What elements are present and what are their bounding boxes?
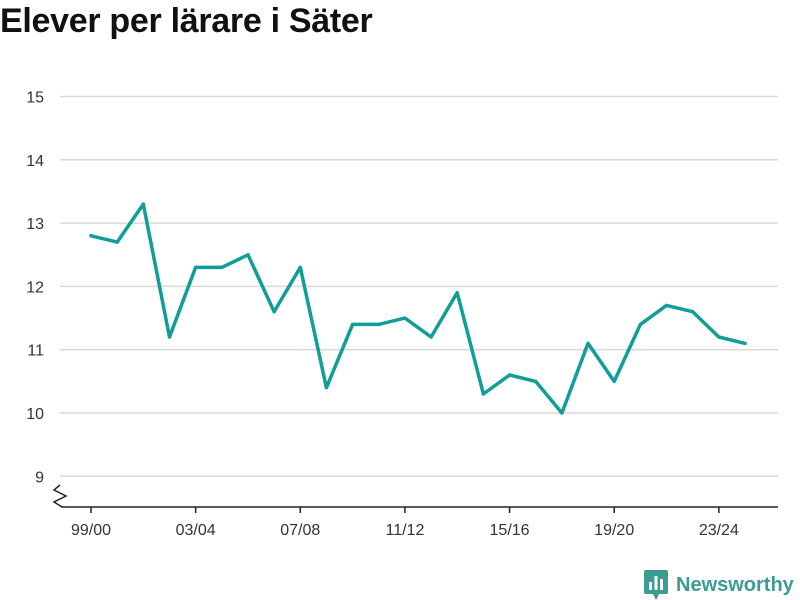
- data-point: [560, 411, 564, 415]
- data-point: [507, 373, 512, 377]
- y-tick-label: 12: [26, 279, 44, 296]
- data-point: [351, 322, 355, 326]
- y-tick-label: 9: [35, 469, 44, 486]
- data-point: [664, 303, 669, 307]
- data-point: [324, 386, 329, 390]
- data-point: [455, 291, 459, 295]
- data-point: [220, 265, 224, 270]
- chart-title: Elever per lärare i Säter: [0, 2, 373, 40]
- brand-name: Newsworthy: [676, 573, 794, 596]
- data-point: [429, 335, 433, 339]
- x-tick-label: 99/00: [71, 522, 111, 539]
- data-point: [246, 253, 250, 257]
- y-axis-tick-labels: 9 10 11 12 13 14 15: [26, 90, 44, 487]
- y-tick-label: 14: [26, 153, 44, 170]
- y-tick-label: 13: [26, 216, 44, 233]
- data-point: [115, 240, 119, 244]
- data-point: [586, 341, 590, 345]
- y-tick-label: 11: [27, 343, 44, 360]
- data-point: [272, 310, 276, 314]
- newsworthy-brand[interactable]: Newsworthy: [644, 570, 794, 600]
- axis-break-icon: [52, 484, 68, 508]
- data-point: [717, 335, 721, 339]
- data-point: [377, 322, 381, 326]
- bar-chart-badge-icon: [644, 570, 668, 600]
- x-tick-label: 19/20: [594, 522, 634, 539]
- data-point: [167, 335, 172, 339]
- gridlines: [60, 95, 778, 478]
- x-axis-tick-labels: 99/00 03/04 07/08 11/12 15/16 19/20 23/24: [71, 507, 739, 539]
- y-tick-label: 15: [26, 90, 44, 107]
- series-line-0: [89, 202, 747, 415]
- data-point: [612, 379, 616, 383]
- x-tick-label: 03/04: [176, 522, 216, 539]
- y-tick-label: 10: [26, 406, 44, 423]
- data-point: [298, 265, 302, 270]
- data-point: [89, 234, 93, 238]
- series-group: [89, 202, 747, 415]
- x-tick-label: 23/24: [699, 522, 739, 539]
- data-point: [194, 265, 198, 270]
- data-point: [534, 379, 538, 383]
- x-axis: [52, 484, 778, 508]
- x-tick-label: 15/16: [490, 522, 530, 539]
- x-tick-label: 11/12: [385, 522, 424, 539]
- data-point: [481, 392, 485, 396]
- data-point: [403, 316, 407, 320]
- x-tick-label: 07/08: [280, 522, 320, 539]
- data-point: [638, 322, 642, 326]
- data-point: [141, 202, 145, 206]
- data-point: [691, 310, 695, 314]
- data-point: [743, 341, 747, 345]
